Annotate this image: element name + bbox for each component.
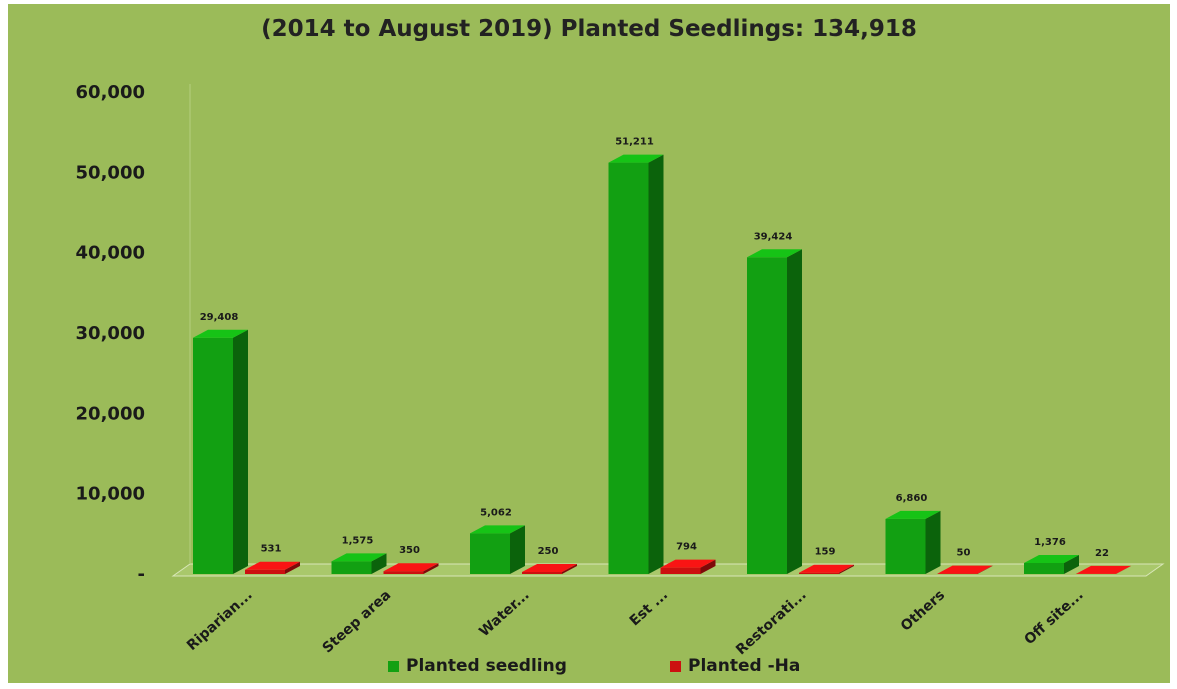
chart-plot: - 10,000 20,000 30,000 40,000 50,000 60,000 29,… [8,4,1170,683]
data-label-planted-seedling-restorati: 39,424 [754,231,793,242]
data-label-planted-ha-est: 794 [676,542,697,553]
x-tick-label-riparian: Riparian... [184,587,256,654]
bar-planted-seedling-est-side [649,155,664,574]
bar-planted-seedling-restorati [747,257,787,574]
x-tick-label-restorati: Restorati... [733,587,810,658]
bar-planted-seedling-others [886,519,926,574]
legend-label-planted-ha: Planted -Ha [688,656,800,676]
data-label-planted-ha-water: 250 [538,546,559,557]
x-tick-label-water: Water... [476,587,532,640]
legend-label-planted-seedling: Planted seedling [406,656,567,676]
data-label-planted-seedling-off-site: 1,376 [1034,537,1066,548]
bar-planted-seedling-others-side [926,511,941,574]
data-label-planted-seedling-others: 6,860 [896,493,928,504]
bar-planted-seedling-restorati-side [787,249,802,574]
data-label-planted-seedling-steep-area: 1,575 [342,535,374,546]
bar-planted-seedling-riparian-side [233,330,248,574]
bar-planted-seedling-riparian [193,338,233,574]
bar-planted-ha-water [522,572,562,574]
data-label-planted-seedling-water: 5,062 [480,507,512,518]
data-label-planted-ha-restorati: 159 [815,547,836,558]
y-tick-label: 10,000 [76,484,145,505]
bar-planted-seedling-off-site [1024,563,1064,574]
bar-planted-ha-est [661,568,701,574]
y-tick-label: 50,000 [76,162,145,183]
bar-planted-ha-restorati [799,573,839,574]
bar-planted-seedling-water-side [510,525,525,574]
bar-planted-seedling-water [470,533,510,574]
x-tick-label-off-site: Off site... [1021,587,1086,648]
legend-swatch-planted-ha [670,661,681,672]
y-tick-label: 40,000 [76,243,145,264]
x-tick-label-others: Others [898,587,948,635]
bar-planted-seedling-est [609,163,649,574]
y-tick-label: 20,000 [76,403,145,424]
legend: Planted seedling Planted -Ha [388,656,908,680]
data-label-planted-seedling-est: 51,211 [615,137,654,148]
data-label-planted-ha-others: 50 [957,548,971,559]
legend-item-planted-ha: Planted -Ha [670,656,800,676]
legend-swatch-planted-seedling [388,661,399,672]
data-label-planted-ha-riparian: 531 [261,544,282,555]
legend-item-planted-seedling: Planted seedling [388,656,567,676]
bar-planted-ha-riparian [245,570,285,574]
data-label-planted-ha-off-site: 22 [1095,548,1109,559]
y-tick-label: - [138,564,145,585]
data-label-planted-seedling-riparian: 29,408 [200,312,239,323]
data-label-planted-ha-steep-area: 350 [399,545,420,556]
bar-planted-ha-steep-area [384,571,424,574]
y-tick-label: 60,000 [76,82,145,103]
x-tick-label-steep-area: Steep area [320,587,395,656]
y-tick-label: 30,000 [76,323,145,344]
bar-planted-seedling-steep-area [332,561,372,574]
x-tick-label-est: Est ... [627,587,671,629]
chart-frame: (2014 to August 2019) Planted Seedlings:… [8,4,1170,683]
